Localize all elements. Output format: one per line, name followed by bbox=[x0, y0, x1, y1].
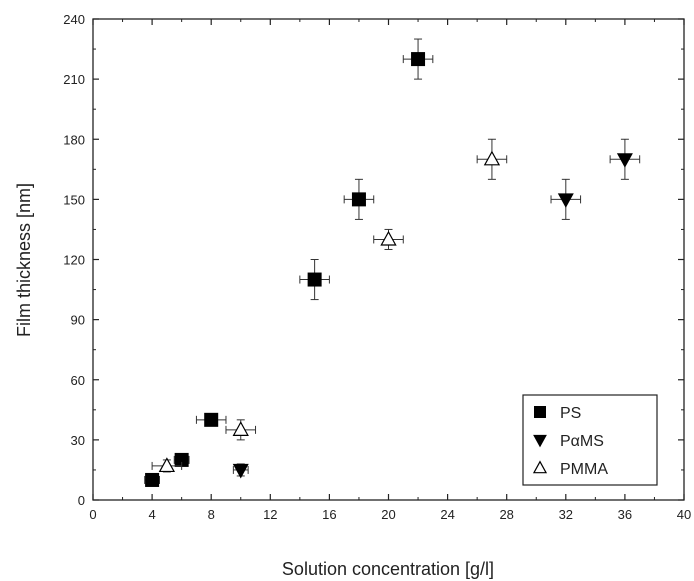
marker-PS bbox=[307, 272, 322, 287]
y-tick-label: 30 bbox=[71, 433, 85, 448]
x-tick-label: 28 bbox=[499, 507, 513, 522]
x-tick-label: 24 bbox=[440, 507, 454, 522]
legend-marker-PαMS bbox=[533, 434, 547, 448]
data-point bbox=[550, 178, 582, 220]
data-point bbox=[402, 38, 434, 80]
marker-PMMA bbox=[158, 457, 176, 473]
y-tick-label: 60 bbox=[71, 373, 85, 388]
data-points bbox=[144, 38, 641, 487]
marker-PS bbox=[145, 472, 160, 487]
data-point bbox=[151, 457, 183, 473]
y-tick-label: 150 bbox=[63, 192, 85, 207]
marker-PMMA bbox=[483, 150, 501, 166]
data-point bbox=[225, 419, 257, 441]
marker-PMMA bbox=[380, 230, 397, 246]
series-PMMA bbox=[151, 138, 508, 473]
y-tick-label: 120 bbox=[63, 253, 85, 268]
marker-PS bbox=[411, 52, 426, 67]
x-tick-label: 8 bbox=[208, 507, 215, 522]
x-axis-ticks: 0 4 8 12 16 20 24 28 32 36 40 bbox=[89, 19, 691, 522]
data-point bbox=[144, 472, 160, 487]
marker-PαMS bbox=[557, 193, 574, 208]
series-PS bbox=[144, 38, 434, 487]
y-tick-label: 210 bbox=[63, 72, 85, 87]
x-tick-label: 0 bbox=[89, 507, 96, 522]
x-tick-label: 4 bbox=[148, 507, 155, 522]
marker-PMMA bbox=[232, 421, 249, 436]
y-tick-label: 90 bbox=[71, 313, 85, 328]
y-tick-label: 240 bbox=[63, 12, 85, 27]
y-tick-label: 0 bbox=[78, 493, 85, 508]
legend-label-PMMA: PMMA bbox=[560, 461, 608, 478]
y-tick-label: 180 bbox=[63, 132, 85, 147]
x-tick-label: 16 bbox=[322, 507, 336, 522]
data-point bbox=[373, 228, 404, 250]
legend-marker-PMMA bbox=[532, 460, 548, 474]
x-tick-label: 32 bbox=[559, 507, 573, 522]
legend-marker-PS bbox=[534, 406, 546, 418]
data-point bbox=[195, 412, 227, 427]
data-point bbox=[232, 463, 249, 479]
legend-label-PαMS: PαMS bbox=[560, 433, 604, 450]
data-point bbox=[476, 138, 508, 180]
x-tick-label: 20 bbox=[381, 507, 395, 522]
legend-label-PS: PS bbox=[560, 405, 581, 422]
x-tick-label: 36 bbox=[618, 507, 632, 522]
marker-PS bbox=[351, 192, 366, 207]
series-PαMS bbox=[232, 138, 641, 479]
marker-PαMS bbox=[232, 463, 249, 479]
data-point bbox=[609, 138, 641, 180]
y-axis-title: Film thickness [nm] bbox=[14, 183, 34, 337]
x-tick-label: 12 bbox=[263, 507, 277, 522]
x-tick-label: 40 bbox=[677, 507, 691, 522]
marker-PS bbox=[204, 412, 219, 427]
x-axis-title: Solution concentration [g/l] bbox=[282, 559, 494, 579]
legend: PS PαMS PMMA bbox=[522, 394, 658, 486]
y-axis-ticks: 0 30 60 90 120 150 180 210 240 bbox=[63, 12, 684, 508]
data-point bbox=[299, 259, 330, 301]
marker-PαMS bbox=[616, 153, 633, 168]
data-point bbox=[343, 178, 375, 220]
